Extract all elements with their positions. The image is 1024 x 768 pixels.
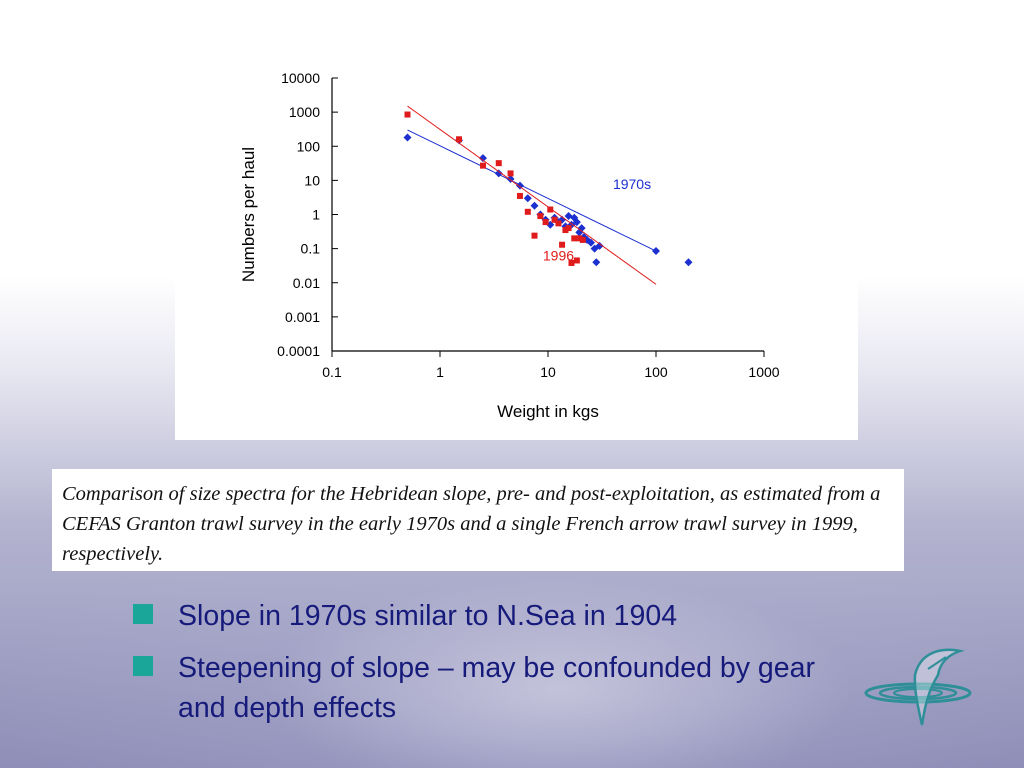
data-point-1996 xyxy=(542,219,549,226)
bullet-item: Steepening of slope – may be confounded … xyxy=(133,648,853,728)
data-point-1996 xyxy=(579,236,586,243)
data-point-1996 xyxy=(404,111,411,118)
x-tick-label: 1 xyxy=(436,364,444,380)
y-tick-label: 10000 xyxy=(281,70,320,86)
data-point-1996 xyxy=(537,213,544,220)
data-point-1970s xyxy=(652,247,660,256)
data-point-1996 xyxy=(562,227,569,234)
data-point-1996 xyxy=(565,225,572,232)
caption-text: Comparison of size spectra for the Hebri… xyxy=(62,483,881,565)
data-point-1996 xyxy=(555,220,562,227)
data-point-1970s xyxy=(478,154,487,163)
trendline-1970s xyxy=(407,129,657,252)
data-point-1970s xyxy=(506,174,515,183)
y-tick-label: 1 xyxy=(312,207,320,223)
data-point-1996 xyxy=(551,216,558,223)
y-tick-label: 0.0001 xyxy=(277,343,320,359)
bullet-text: Slope in 1970s similar to N.Sea in 1904 xyxy=(178,600,678,632)
trendline-1996 xyxy=(407,105,657,285)
y-tick-label: 100 xyxy=(297,138,321,154)
y-tick-label: 10 xyxy=(304,172,320,188)
chart-panel: 10000 1000 100 10 1 0.1 0.01 0.001 0.0001 0.1 1 10 1… xyxy=(175,62,858,440)
data-point-1996 xyxy=(479,162,486,169)
data-point-1996 xyxy=(568,259,575,266)
x-tick-label: 10 xyxy=(540,364,556,380)
x-tick-label: 1000 xyxy=(748,364,779,380)
data-point-1970s xyxy=(592,258,601,267)
data-point-1996 xyxy=(456,136,463,143)
bullet-list: Slope in 1970s similar to N.Sea in 1904 … xyxy=(133,596,853,740)
y-tick-label: 0.1 xyxy=(301,241,321,257)
x-tick-label: 100 xyxy=(644,364,668,380)
data-point-1970s xyxy=(684,258,693,267)
data-point-1996 xyxy=(576,235,583,242)
x-axis-label: Weight in kgs xyxy=(497,402,599,421)
series-annotation: 1996 xyxy=(543,247,574,263)
data-point-1996 xyxy=(547,206,554,213)
series-annotation: 1970s xyxy=(613,176,651,192)
data-point-1970s xyxy=(572,218,581,227)
y-tick-label: 1000 xyxy=(289,104,320,120)
y-tick-label: 0.001 xyxy=(285,309,320,325)
data-point-1996 xyxy=(559,241,566,248)
data-point-1996 xyxy=(507,170,514,177)
data-point-1970s xyxy=(494,169,503,178)
data-point-1970s xyxy=(403,133,412,142)
data-point-1970s xyxy=(595,241,604,250)
fish-logo-icon xyxy=(864,648,972,726)
bullet-item: Slope in 1970s similar to N.Sea in 1904 xyxy=(133,596,853,636)
data-point-1996 xyxy=(571,235,578,242)
data-point-1970s xyxy=(530,201,539,210)
data-point-1996 xyxy=(531,232,538,239)
data-point-1996 xyxy=(524,208,531,215)
data-point-1970s xyxy=(586,238,595,247)
data-point-1996 xyxy=(495,160,502,167)
bullet-square-icon xyxy=(133,656,153,676)
y-axis-label: Numbers per haul xyxy=(239,147,258,282)
y-tick-label: 0.01 xyxy=(293,275,320,291)
data-point-1996 xyxy=(516,192,523,199)
data-point-1996 xyxy=(573,257,580,264)
bullet-text: Steepening of slope – may be confounded … xyxy=(178,652,815,724)
bullet-square-icon xyxy=(133,604,153,624)
x-tick-label: 0.1 xyxy=(322,364,342,380)
data-point-1970s xyxy=(523,194,532,203)
figure-caption: Comparison of size spectra for the Hebri… xyxy=(52,469,904,571)
